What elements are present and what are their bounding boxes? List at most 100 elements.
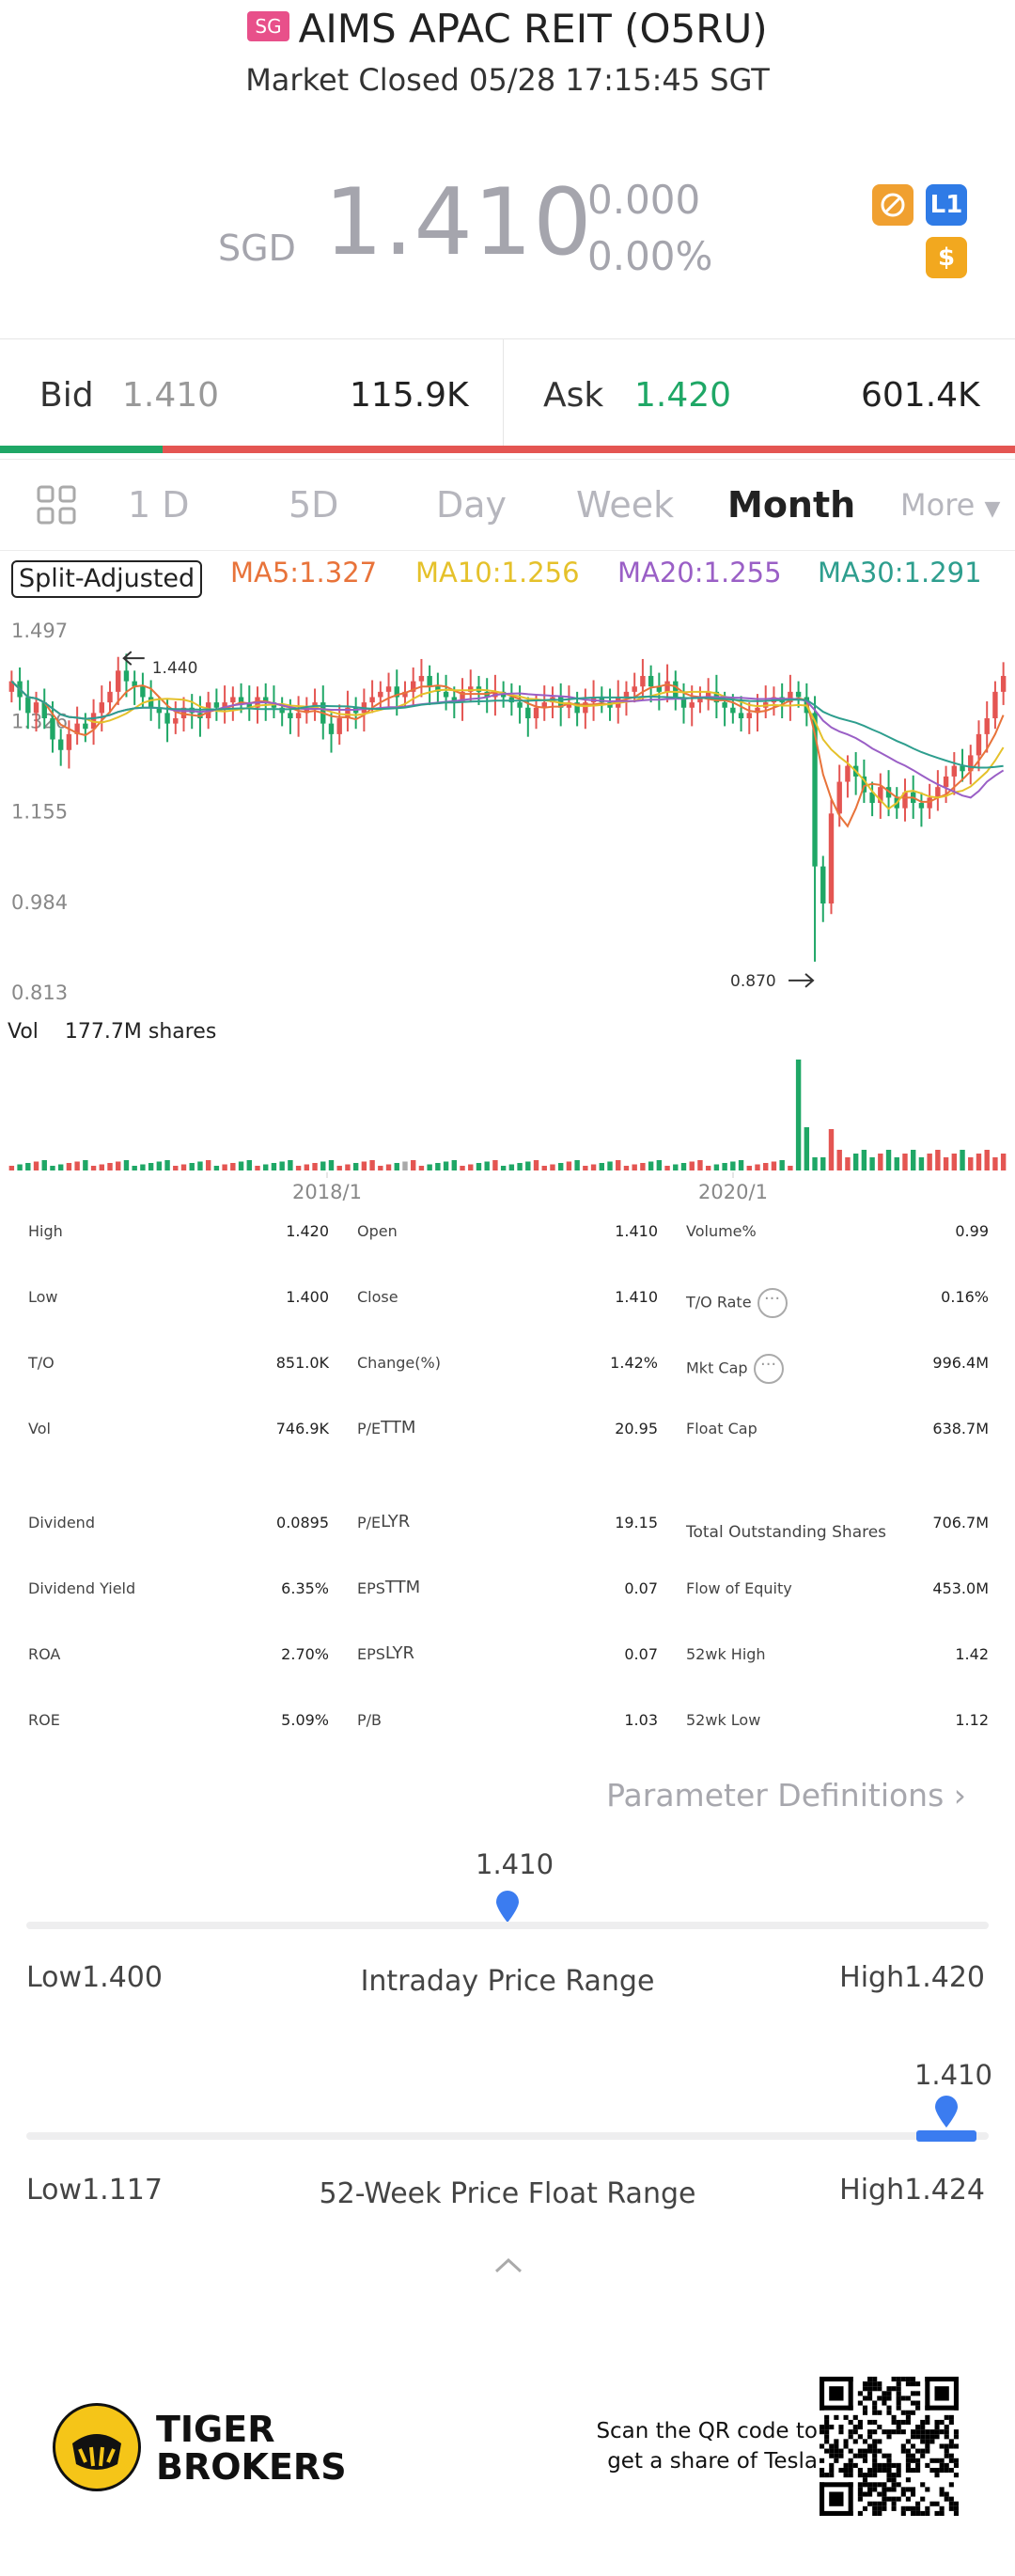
- qr-module: [877, 2510, 882, 2516]
- volume-bar: [960, 1150, 965, 1170]
- price-chart[interactable]: 1.4971.3261.1550.9840.8131.4400.8702018/…: [0, 602, 1015, 1203]
- intraday-low: Low1.400: [26, 1961, 163, 1994]
- qr-module: [896, 2473, 901, 2478]
- volume-bar: [976, 1154, 982, 1170]
- candle-body: [41, 702, 47, 718]
- qr-module: [843, 2443, 849, 2449]
- no-trade-icon[interactable]: [872, 184, 914, 226]
- volume-bar: [664, 1166, 670, 1170]
- qr-module: [905, 2395, 911, 2401]
- stat-label-text: Mkt Cap: [686, 1359, 748, 1377]
- tab-month[interactable]: Month: [727, 484, 856, 526]
- volume-bar: [557, 1163, 564, 1170]
- qr-module: [857, 2487, 863, 2492]
- qr-module: [824, 2425, 830, 2430]
- qr-module: [915, 2467, 921, 2474]
- qr-module: [829, 2425, 835, 2430]
- qr-module: [848, 2434, 853, 2440]
- tab-1d[interactable]: 1 D: [128, 484, 190, 526]
- parameter-definitions-link[interactable]: Parameter Definitions ›: [606, 1777, 966, 1814]
- stat-value: 1.400: [286, 1288, 329, 1306]
- stat-label-text: 52wk Low: [686, 1711, 761, 1729]
- stat-label: High: [28, 1222, 63, 1240]
- volume-bar: [869, 1157, 875, 1170]
- intraday-high: High1.420: [839, 1961, 985, 1994]
- qr-module: [939, 2510, 945, 2516]
- qr-module: [900, 2395, 906, 2401]
- stat-label-suffix: TTM: [381, 1418, 416, 1437]
- tab-5d[interactable]: 5D: [289, 484, 339, 526]
- qr-module: [891, 2482, 897, 2488]
- qr-module: [857, 2467, 863, 2474]
- qr-module: [824, 2419, 830, 2426]
- info-icon[interactable]: ···: [757, 1288, 788, 1318]
- volume-bar: [541, 1166, 547, 1170]
- grid-layout-icon[interactable]: [36, 484, 77, 526]
- qr-module: [872, 2505, 878, 2511]
- tab-week[interactable]: Week: [576, 484, 675, 526]
- qr-module: [886, 2395, 892, 2401]
- candle-body: [411, 681, 416, 692]
- bid-ask-ratio-bar: [0, 446, 1015, 453]
- candle-body: [295, 713, 302, 718]
- volume-bar: [968, 1157, 974, 1170]
- volume-bar: [713, 1164, 720, 1170]
- qr-module: [877, 2505, 882, 2511]
- qr-module: [843, 2467, 849, 2474]
- qr-module: [857, 2425, 863, 2430]
- qr-module: [872, 2381, 878, 2387]
- qr-module: [915, 2429, 921, 2435]
- volume-bar: [738, 1160, 744, 1170]
- stat-label: T/O: [28, 1354, 55, 1372]
- qr-module: [877, 2386, 882, 2392]
- qr-module: [852, 2414, 858, 2420]
- split-adjusted-toggle[interactable]: Split-Adjusted: [11, 560, 203, 598]
- chevron-up-icon[interactable]: [492, 2256, 524, 2279]
- stat-label: Open: [357, 1222, 398, 1240]
- stat-value: 706.7M: [932, 1514, 989, 1531]
- volume-bar: [763, 1163, 769, 1170]
- qr-module: [900, 2487, 906, 2492]
- qr-module: [948, 2467, 954, 2474]
- qr-module: [896, 2405, 901, 2411]
- qr-module: [862, 2381, 868, 2387]
- volume-bar: [156, 1161, 163, 1170]
- stat-value: 1.410: [615, 1288, 658, 1306]
- qr-module: [939, 2462, 945, 2468]
- qr-module: [829, 2386, 844, 2401]
- qr-module: [915, 2462, 921, 2468]
- tab-more[interactable]: More ▼: [900, 460, 1000, 550]
- candle-body: [427, 675, 432, 687]
- qr-module: [834, 2439, 839, 2444]
- qr-module: [867, 2501, 873, 2506]
- stat-label: EPSLYR: [357, 1643, 414, 1665]
- qr-module: [857, 2391, 863, 2396]
- volume-bar: [263, 1164, 269, 1170]
- qr-module: [944, 2425, 949, 2430]
- volume-bar: [197, 1161, 203, 1170]
- chevron-right-icon: ›: [953, 1777, 966, 1814]
- qr-module: [886, 2410, 892, 2415]
- qr-module: [953, 2443, 959, 2449]
- volume-bar: [476, 1163, 482, 1170]
- volume-bar: [820, 1157, 826, 1170]
- volume-bar: [771, 1161, 777, 1170]
- stat-label-text: 52wk High: [686, 1645, 766, 1663]
- qr-module: [829, 2467, 835, 2474]
- stat-value: 1.420: [286, 1222, 329, 1240]
- qr-module: [953, 2473, 959, 2478]
- level-1-icon[interactable]: L1: [926, 184, 967, 226]
- qr-module: [905, 2419, 911, 2426]
- qr-module: [838, 2448, 844, 2454]
- tab-day[interactable]: Day: [436, 484, 508, 526]
- candle-body: [132, 681, 137, 687]
- qr-module: [882, 2391, 887, 2396]
- qr-module: [848, 2429, 853, 2435]
- qr-module: [929, 2439, 935, 2444]
- volume-bar: [33, 1161, 39, 1170]
- info-icon[interactable]: ···: [753, 1354, 784, 1384]
- qr-module: [838, 2453, 844, 2458]
- dollar-icon[interactable]: $: [926, 237, 967, 278]
- x-tick-label: 2018/1: [292, 1181, 362, 1203]
- qr-module: [857, 2448, 863, 2454]
